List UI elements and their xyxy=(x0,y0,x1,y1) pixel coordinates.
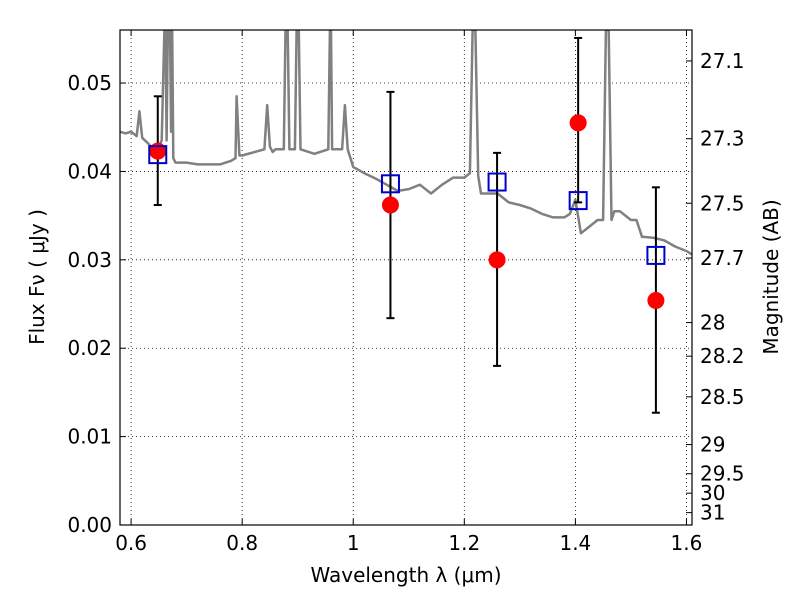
y2-tick-label: 31 xyxy=(700,501,725,525)
grid-lines xyxy=(120,30,692,526)
y-ticks: 0.00 0.01 0.02 0.03 0.04 0.05 xyxy=(67,71,126,537)
x-tick-label: 1.6 xyxy=(671,531,703,555)
observed-point xyxy=(381,196,399,214)
y2-tick-label: 29 xyxy=(700,433,725,457)
model-points xyxy=(148,145,666,265)
y2-tick-label: 27.1 xyxy=(700,49,745,73)
observed-point xyxy=(488,251,506,269)
y-tick-label: 0.03 xyxy=(67,248,112,272)
observed-points xyxy=(149,114,665,309)
y2-tick-label: 27.3 xyxy=(700,127,745,151)
model-point xyxy=(568,191,588,211)
error-bars xyxy=(153,36,660,414)
model-point xyxy=(487,172,507,192)
y-tick-label: 0.02 xyxy=(67,336,112,360)
model-point xyxy=(646,245,666,265)
model-spectrum xyxy=(120,30,692,256)
y2-tick-label: 29.5 xyxy=(700,462,745,486)
spectrum-line xyxy=(120,30,692,256)
x-tick-label: 1 xyxy=(347,531,360,555)
y2-tick-label: 28 xyxy=(700,311,725,335)
plot-frame xyxy=(119,29,693,526)
y-tick-label: 0.01 xyxy=(67,425,112,449)
y2-tick-label: 30 xyxy=(700,481,725,505)
y-tick-label: 0.05 xyxy=(67,71,112,95)
x-tick-label: 0.6 xyxy=(115,531,147,555)
y2-tick-label: 28.5 xyxy=(700,385,745,409)
y2-tick-label: 27.7 xyxy=(700,246,745,270)
x-ticks: 0.6 0.8 1 1.2 1.4 1.6 xyxy=(115,30,702,555)
y-axis-title: Flux Fν ( μJy ) xyxy=(25,209,49,345)
y-tick-label: 0.00 xyxy=(67,513,112,537)
x-axis-title: Wavelength λ (μm) xyxy=(310,563,501,587)
y-tick-label: 0.04 xyxy=(67,159,112,183)
y2-tick-label: 28.2 xyxy=(700,344,745,368)
x-tick-label: 1.2 xyxy=(448,531,480,555)
observed-point xyxy=(647,291,665,309)
model-point xyxy=(380,174,400,194)
observed-point xyxy=(569,114,587,132)
model-point xyxy=(148,145,168,165)
y2-tick-label: 27.5 xyxy=(700,191,745,215)
x-tick-label: 0.8 xyxy=(226,531,258,555)
x-tick-label: 1.4 xyxy=(559,531,591,555)
y2-axis-title: Magnitude (AB) xyxy=(759,199,783,354)
